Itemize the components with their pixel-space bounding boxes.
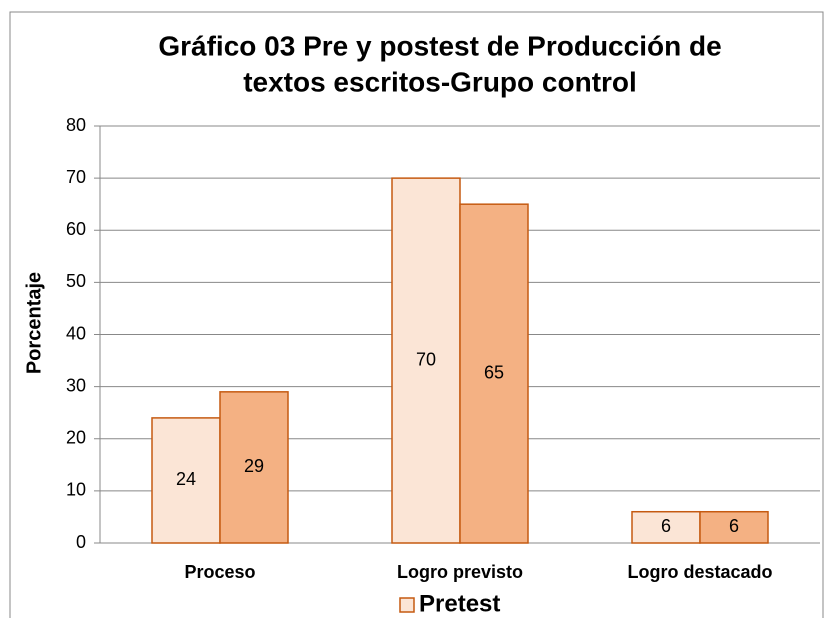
y-axis-label: Porcentaje [23, 272, 45, 374]
y-tick-label: 20 [66, 428, 86, 448]
bar [459, 203, 529, 544]
y-tick-label: 0 [76, 532, 86, 552]
y-tick-label: 70 [66, 167, 86, 187]
bar [151, 417, 221, 544]
y-tick-label: 80 [66, 115, 86, 135]
x-tick-label: Logro previsto [397, 562, 523, 582]
data-label: 65 [484, 362, 504, 382]
data-label: 70 [416, 349, 436, 369]
data-label: 29 [244, 456, 264, 476]
chart-title: textos escritos-Grupo control [243, 66, 637, 97]
x-tick-label: Logro destacado [627, 562, 772, 582]
data-label: 6 [729, 516, 739, 536]
bar [391, 177, 461, 544]
y-tick-label: 30 [66, 375, 86, 395]
data-label: 6 [661, 516, 671, 536]
x-tick-label: Proceso [184, 562, 255, 582]
y-tick-label: 60 [66, 219, 86, 239]
bar [699, 510, 769, 544]
data-label: 24 [176, 469, 196, 489]
legend-swatch [399, 597, 415, 613]
y-tick-label: 10 [66, 480, 86, 500]
y-tick-label: 50 [66, 271, 86, 291]
bar [631, 510, 701, 544]
chart-title: Gráfico 03 Pre y postest de Producción d… [158, 30, 721, 61]
bar [219, 391, 289, 544]
y-tick-label: 40 [66, 323, 86, 343]
legend-label: Pretest [419, 590, 500, 617]
